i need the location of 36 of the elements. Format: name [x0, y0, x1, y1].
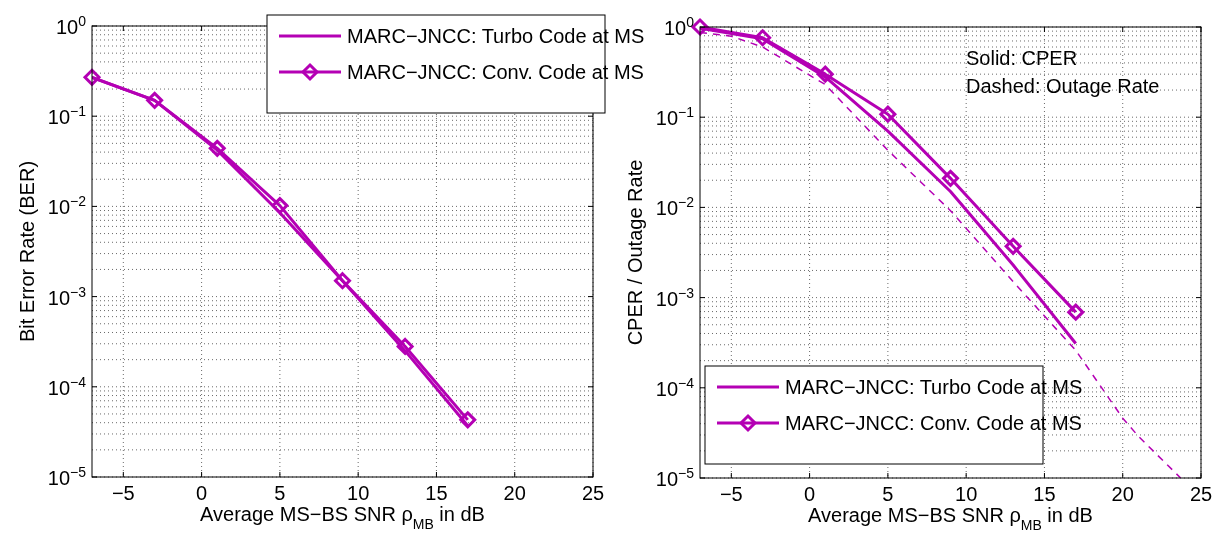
y-tick-label: 10$^{−2}$	[47, 193, 87, 219]
x-tick-label: 15	[1033, 483, 1056, 505]
x-tick-label: 10	[347, 482, 370, 504]
y-tick-label: 10$^{−2}$	[655, 194, 695, 220]
x-tick-label: 5	[882, 483, 894, 505]
x-tick-label: 25	[581, 482, 605, 504]
x-tick-label: 15	[425, 482, 448, 504]
y-tick-label: 10$^{−1}$	[655, 104, 695, 130]
x-tick-label: 5	[274, 482, 286, 504]
x-tick-label: 25	[1189, 483, 1213, 505]
y-tick-label: 10$^{0}$	[663, 14, 695, 39]
x-tick-label: 20	[1111, 483, 1134, 505]
x-tick-label: 20	[503, 482, 526, 504]
y-tick-label: 10$^{−5}$	[47, 464, 87, 489]
y-axis-title: Bit Error Rate (BER)	[16, 160, 38, 343]
x-tick-label: −5	[719, 483, 743, 505]
x-tick-label: −5	[111, 482, 135, 504]
y-tick-label: 10$^{−5}$	[655, 465, 695, 490]
y-tick-label: 10$^{−1}$	[47, 103, 87, 129]
legend-label: MARC−JNCC: Conv. Code at MS	[785, 412, 1082, 434]
y-tick-label: 10$^{0}$	[55, 13, 87, 38]
x-axis-title: Average MS−BS SNR ρ$_{MB}$ in dB	[200, 503, 485, 532]
y-tick-label: 10$^{−3}$	[655, 284, 695, 310]
legend-label: MARC−JNCC: Conv. Code at MS	[347, 61, 644, 83]
legend-label: MARC−JNCC: Turbo Code at MS	[785, 376, 1083, 398]
y-tick-label: 10$^{−4}$	[47, 373, 87, 399]
x-axis-title: Average MS−BS SNR ρ$_{MB}$ in dB	[808, 504, 1093, 533]
y-axis-title: CPER / Outage Rate	[624, 159, 646, 346]
annotation: Dashed: Outage Rate	[966, 75, 1160, 97]
y-tick-label: 10$^{−4}$	[655, 374, 695, 400]
x-tick-label: 0	[196, 482, 208, 504]
y-tick-label: 10$^{−3}$	[47, 283, 87, 309]
annotation: Solid: CPER	[966, 47, 1078, 69]
x-tick-label: 10	[955, 483, 978, 505]
legend-label: MARC−JNCC: Turbo Code at MS	[347, 25, 645, 47]
x-tick-label: 0	[804, 483, 816, 505]
